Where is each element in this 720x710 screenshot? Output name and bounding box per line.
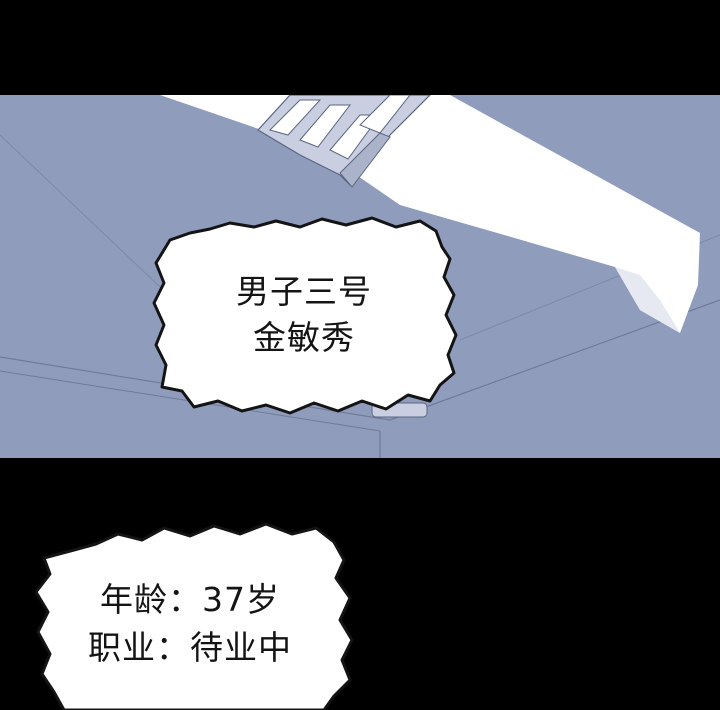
narration-bubble-top — [152, 216, 458, 415]
narration-title: 男子三号 — [236, 272, 372, 311]
narration-name: 金敏秀 — [253, 318, 355, 357]
light-fixture — [257, 95, 431, 188]
narration-occupation: 职业：待业中 — [88, 628, 292, 667]
narration-age: 年龄：37岁 — [100, 580, 280, 619]
light-beam-shadow — [615, 267, 680, 333]
narration-bubble-bottom — [34, 522, 354, 710]
